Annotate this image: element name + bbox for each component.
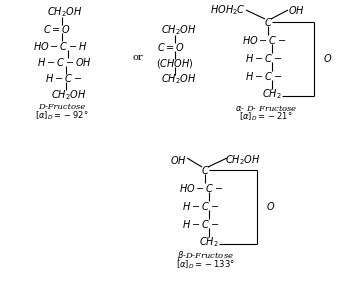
Text: $\beta$-D-Fructose: $\beta$-D-Fructose xyxy=(177,249,233,262)
Text: $C=O$: $C=O$ xyxy=(43,23,71,35)
Text: $C=O$: $C=O$ xyxy=(157,41,185,53)
Text: $CH_2OH$: $CH_2OH$ xyxy=(161,72,197,86)
Text: $O$: $O$ xyxy=(323,52,332,64)
Text: $CH_2OH$: $CH_2OH$ xyxy=(225,153,261,167)
Text: $H-C-$: $H-C-$ xyxy=(182,218,220,230)
Text: $C$: $C$ xyxy=(201,164,210,176)
Text: or: or xyxy=(133,54,143,62)
Text: $(CHOH)$: $(CHOH)$ xyxy=(156,56,194,69)
Text: $[\alpha]_D = -133°$: $[\alpha]_D = -133°$ xyxy=(176,259,235,271)
Text: $C$: $C$ xyxy=(263,16,272,28)
Text: $OH$: $OH$ xyxy=(170,154,187,166)
Text: $H-C-$: $H-C-$ xyxy=(245,52,283,64)
Text: $[\alpha]_D = -92°$: $[\alpha]_D = -92°$ xyxy=(35,110,89,122)
Text: $H-C-$: $H-C-$ xyxy=(45,72,82,84)
Text: $H-C-$: $H-C-$ xyxy=(245,70,283,82)
Text: $HO-C-$: $HO-C-$ xyxy=(178,182,223,194)
Text: $[\alpha]_D = -21°$: $[\alpha]_D = -21°$ xyxy=(239,111,293,123)
Text: $O$: $O$ xyxy=(266,200,275,212)
Text: $CH_2OH$: $CH_2OH$ xyxy=(161,23,197,37)
Text: $CH_2OH$: $CH_2OH$ xyxy=(51,88,87,102)
Text: $HO-C-H$: $HO-C-H$ xyxy=(32,40,87,52)
Text: $HOH_2C$: $HOH_2C$ xyxy=(210,3,246,17)
Text: D-Fructose: D-Fructose xyxy=(38,103,86,111)
Text: $CH_2$: $CH_2$ xyxy=(199,235,219,249)
Text: $OH$: $OH$ xyxy=(288,4,305,16)
Text: $H-C-OH$: $H-C-OH$ xyxy=(36,56,91,68)
Text: $H-C-$: $H-C-$ xyxy=(182,200,220,212)
Text: $CH_2OH$: $CH_2OH$ xyxy=(47,5,83,19)
Text: $CH_2$: $CH_2$ xyxy=(262,87,282,101)
Text: $\alpha$- D- Fructose: $\alpha$- D- Fructose xyxy=(235,103,297,113)
Text: $HO-C-$: $HO-C-$ xyxy=(242,34,286,46)
